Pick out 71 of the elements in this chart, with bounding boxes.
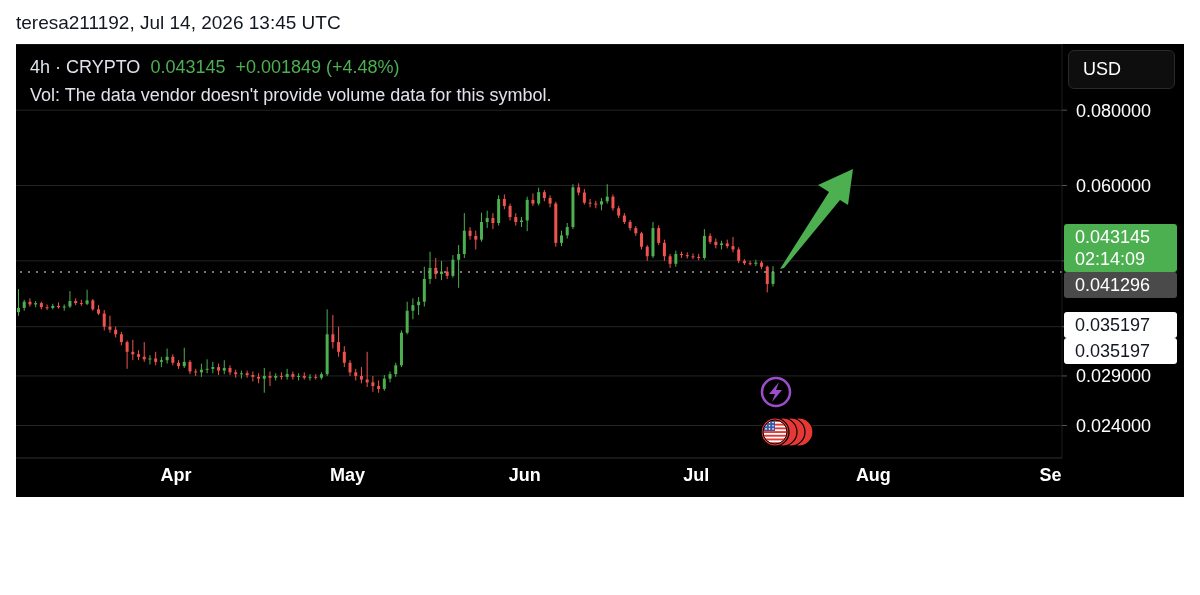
- candlestick: [17, 288, 20, 317]
- candlestick: [628, 219, 632, 232]
- ref-line-label: 0.043145 02:14:09: [1064, 224, 1177, 272]
- y-tick-label: 0.060000: [1076, 175, 1152, 196]
- x-tick-label: Jun: [508, 464, 541, 485]
- x-tick-label: Apr: [160, 464, 192, 485]
- candlestick: [337, 326, 341, 358]
- candlestick: [62, 303, 66, 312]
- x-tick-label: Aug: [855, 464, 891, 485]
- candlestick: [422, 266, 426, 308]
- candlestick: [102, 309, 106, 331]
- candlestick: [314, 373, 318, 381]
- candlestick: [405, 301, 409, 335]
- candlestick: [205, 358, 209, 374]
- y-tick-label: 0.080000: [1076, 100, 1152, 121]
- text: 0.043145 +0.001849 (+4.48%): [150, 57, 400, 77]
- candlestick: [279, 371, 283, 381]
- candlestick: [331, 314, 335, 350]
- candlestick: [342, 345, 346, 368]
- candlestick: [371, 375, 375, 393]
- text: 0.041296: [1064, 272, 1177, 298]
- candlestick: [691, 252, 695, 260]
- candlestick: [262, 367, 266, 394]
- candlestick: [125, 340, 129, 370]
- annotation: Vol: The data vendor doesn't provide volume data for this symbol.: [30, 85, 552, 105]
- candlestick: [388, 370, 392, 383]
- candlestick: [108, 315, 112, 334]
- candlestick: [45, 303, 49, 311]
- candlestick: [708, 232, 712, 245]
- candlestick: [685, 251, 689, 260]
- candlestick: [462, 212, 466, 259]
- x-tick-label: Se: [1039, 464, 1062, 485]
- candlestick: [657, 225, 661, 246]
- candlestick: [68, 290, 72, 309]
- candlestick: [245, 370, 249, 379]
- y-tick-label: 0.029000: [1076, 366, 1152, 387]
- candlestick: [165, 348, 169, 365]
- candlestick: [297, 372, 301, 381]
- candlestick: [588, 198, 592, 208]
- candlestick: [765, 265, 769, 293]
- y-axis-title: USD: [1083, 59, 1122, 79]
- x-tick-label: May: [330, 464, 366, 485]
- text: 0.035197: [1064, 312, 1177, 338]
- x-tick-label: Jul: [683, 464, 710, 485]
- candlestick: [268, 370, 272, 387]
- y-tick-label: 0.024000: [1076, 415, 1152, 436]
- text: teresa211192, Jul 14, 2026 13:45 UTC: [16, 12, 341, 33]
- candlestick: [662, 239, 666, 262]
- text: 0.035197: [1064, 338, 1177, 364]
- candlestick: [468, 226, 472, 241]
- candlestick: [491, 212, 495, 230]
- candlestick: [457, 244, 461, 289]
- candlestick: [702, 228, 706, 261]
- candlestick: [291, 370, 295, 381]
- candlestick: [531, 193, 535, 207]
- candlestick: [474, 230, 478, 250]
- candlestick: [411, 297, 415, 320]
- text: 4h · CRYPTO: [30, 57, 141, 77]
- candlestick: [731, 236, 735, 253]
- candlestick: [308, 373, 312, 381]
- candlestick: [148, 354, 152, 365]
- candlestick: [525, 196, 529, 232]
- candlestick: [748, 260, 752, 267]
- candlestick: [479, 212, 483, 243]
- candlestick: [285, 368, 289, 381]
- candlestick: [85, 289, 89, 306]
- candlestick: [182, 347, 186, 369]
- candlestick: [228, 364, 232, 376]
- candlestick: [771, 265, 775, 288]
- candlestick: [548, 194, 552, 208]
- candlestick: [428, 251, 432, 285]
